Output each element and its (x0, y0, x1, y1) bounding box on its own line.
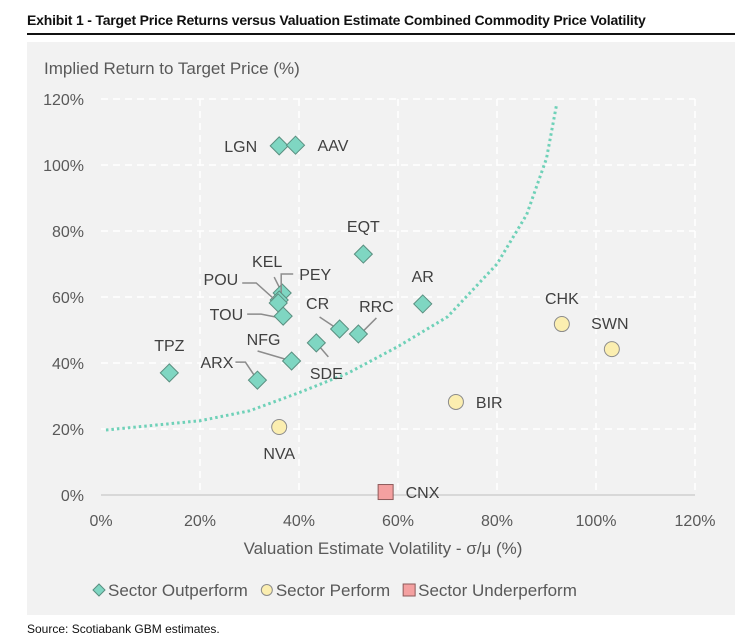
leader-line (235, 361, 259, 381)
data-label-pou: POU (204, 272, 239, 289)
x-tick-label: 40% (283, 513, 315, 530)
x-tick-label: 80% (481, 513, 513, 530)
data-point-ar (413, 294, 433, 314)
data-label-bir: BIR (476, 395, 503, 412)
title-rule (27, 33, 735, 35)
legend-marker-perform (260, 584, 273, 596)
x-tick-label: 0% (89, 513, 112, 530)
legend-label: Sector Underperform (418, 581, 577, 600)
data-label-cr: CR (306, 296, 329, 313)
data-label-swn: SWN (591, 316, 628, 333)
legend-marker-outperform (92, 583, 106, 597)
data-point-arx (247, 370, 268, 390)
data-label-eqt: EQT (347, 219, 380, 236)
data-label-aav: AAV (318, 138, 349, 155)
data-label-tou: TOU (210, 307, 243, 324)
y-tick-label: 80% (52, 224, 84, 241)
data-point-cnx (377, 484, 394, 501)
data-label-tpz: TPZ (154, 338, 184, 355)
data-label-kel: KEL (252, 254, 282, 271)
data-label-arx: ARX (201, 355, 234, 372)
data-point-lgn (269, 136, 289, 156)
data-label-nva: NVA (263, 446, 295, 463)
y-tick-label: 100% (43, 158, 84, 175)
trend-curve (105, 105, 558, 432)
data-label-rrc: RRC (359, 299, 394, 316)
data-label-pey: PEY (299, 267, 331, 284)
data-label-nfg: NFG (247, 332, 281, 349)
x-tick-label: 100% (576, 513, 617, 530)
data-point-rrc (348, 324, 369, 344)
x-tick-label: 120% (675, 513, 716, 530)
data-point-eqt (353, 244, 374, 264)
leader-line (242, 282, 277, 302)
data-point-tou (273, 306, 293, 326)
x-axis-title: Valuation Estimate Volatility - σ/μ (%) (244, 539, 523, 558)
x-tick-label: 20% (184, 513, 216, 530)
data-point-tpz (159, 363, 180, 383)
leader-line (280, 273, 294, 294)
legend-label: Sector Outperform (108, 581, 248, 600)
y-tick-label: 0% (61, 488, 84, 505)
data-point-nva (271, 419, 288, 436)
legend-label: Sector Perform (276, 581, 390, 600)
y-tick-label: 60% (52, 290, 84, 307)
source-note: Source: Scotiabank GBM estimates. (27, 622, 220, 636)
y-axis-title: Implied Return to Target Price (%) (44, 59, 300, 78)
y-tick-label: 20% (52, 422, 84, 439)
data-label-lgn: LGN (224, 139, 257, 156)
x-tick-label: 60% (382, 513, 414, 530)
chart-panel (27, 42, 735, 615)
data-point-swn (603, 341, 620, 358)
data-point-chk (553, 316, 570, 333)
data-point-sde (306, 333, 327, 353)
data-label-sde: SDE (310, 366, 343, 383)
data-point-bir (447, 393, 464, 410)
y-tick-label: 40% (52, 356, 84, 373)
data-point-nfg (281, 351, 302, 371)
data-label-cnx: CNX (406, 485, 440, 502)
data-label-chk: CHK (545, 291, 579, 308)
data-point-cr (329, 319, 350, 339)
data-point-aav (285, 135, 306, 155)
exhibit-title: Exhibit 1 - Target Price Returns versus … (27, 12, 646, 28)
data-label-ar: AR (412, 269, 434, 286)
y-tick-label: 120% (43, 92, 84, 109)
legend-marker-underperform (402, 583, 416, 597)
